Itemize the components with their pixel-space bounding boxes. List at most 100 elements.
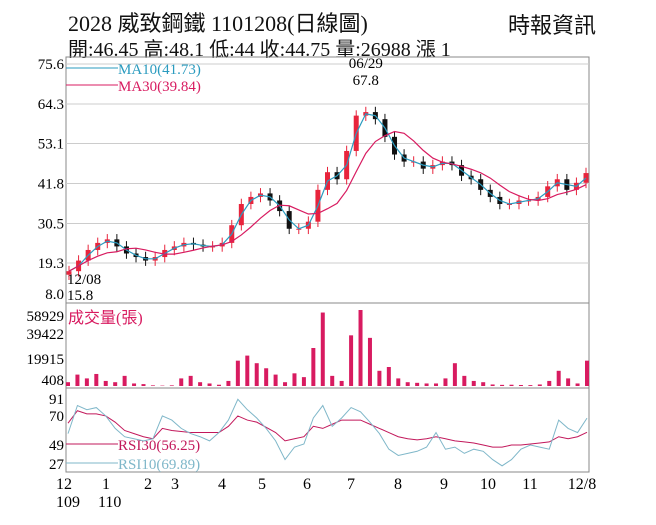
volume-tick-label: 19915 <box>27 352 65 368</box>
rsi-tick-label: 70 <box>49 409 64 425</box>
y-tick-label: 53.1 <box>38 137 64 153</box>
volume-bar <box>103 380 108 386</box>
volume-bar <box>377 370 382 386</box>
high-value: 67.8 <box>353 73 379 89</box>
volume-bar <box>434 383 439 386</box>
x-tick-label: 10 <box>480 476 496 493</box>
x-tick-label: 5 <box>258 476 266 493</box>
x-tick-label: 9 <box>440 476 448 493</box>
x-tick-label: 7 <box>347 476 355 493</box>
ma30-line <box>68 130 587 272</box>
x-tick-label: 11 <box>522 476 537 493</box>
y-tick-label: 8.0 <box>45 287 64 303</box>
volume-bar <box>358 310 363 386</box>
plot-frame <box>65 56 590 473</box>
x-tick-label: 1 <box>102 476 110 493</box>
volume-bar <box>556 370 561 386</box>
volume-bar <box>367 337 372 386</box>
low-value: 15.8 <box>67 288 93 304</box>
rsi-tick-label: 91 <box>49 392 64 408</box>
volume-bar <box>283 382 288 386</box>
y-tick-label: 30.5 <box>38 216 64 232</box>
volume-bar <box>405 382 410 386</box>
volume-bar <box>264 368 269 386</box>
legend-rsi10: RSI10(69.89) <box>118 457 200 473</box>
volume-bar <box>122 375 127 386</box>
volume-bar <box>226 380 231 386</box>
volume-bar <box>415 382 420 386</box>
volume-bar <box>311 348 316 386</box>
volume-bar <box>471 380 476 386</box>
volume-bar <box>254 363 259 386</box>
volume-bar <box>245 355 250 386</box>
volume-bar <box>481 382 486 386</box>
x-tick-label: 4 <box>218 476 226 493</box>
y-tick-label: 64.3 <box>38 97 64 113</box>
volume-bar <box>424 383 429 386</box>
volume-bar <box>585 360 589 386</box>
rsi-tick-label: 27 <box>49 457 65 473</box>
volume-bar <box>518 384 523 386</box>
x-tick-label: 12/8 <box>568 476 596 493</box>
x-tick-label: 12 <box>56 476 72 493</box>
high-date: 06/29 <box>349 56 383 72</box>
volume-bar <box>273 374 278 386</box>
volume-bar <box>66 382 70 386</box>
volume-bar <box>188 375 193 386</box>
x-tick-label: 3 <box>171 476 179 493</box>
volume-bar <box>150 385 155 386</box>
x-year-label: 110 <box>98 494 121 511</box>
y-tick-label: 75.6 <box>38 57 65 73</box>
volume-bar <box>216 384 221 386</box>
volume-bar <box>528 385 533 386</box>
volume-bar <box>443 378 448 386</box>
y-tick-label: 41.8 <box>38 177 64 193</box>
volume-bar <box>547 380 552 386</box>
volume-bar <box>84 378 89 386</box>
volume-bar <box>292 373 297 386</box>
volume-bar <box>452 363 457 386</box>
volume-bar <box>320 312 325 386</box>
volume-bar <box>132 383 137 386</box>
volume-tick-label: 39422 <box>27 327 65 343</box>
volume-bar <box>396 378 401 386</box>
x-tick-label: 6 <box>303 476 311 493</box>
volume-bar <box>566 378 571 386</box>
legend-ma10: MA10(41.73) <box>118 62 201 78</box>
source-label: 時報資訊 <box>508 13 597 38</box>
volume-bar <box>75 374 80 386</box>
volume-bar <box>509 384 514 386</box>
rsi10-line <box>67 398 588 467</box>
legend-ma30: MA30(39.84) <box>118 79 201 95</box>
candle-body <box>66 271 72 275</box>
volume-bar <box>330 375 335 386</box>
volume-bar <box>235 360 240 386</box>
legend-rsi30: RSI30(56.25) <box>118 438 200 454</box>
volume-tick-label: 58929 <box>27 309 65 325</box>
volume-bar <box>141 384 146 386</box>
low-date: 12/08 <box>67 272 101 288</box>
x-tick-label: 8 <box>394 476 402 493</box>
volume-bar <box>490 384 495 386</box>
volume-bar <box>179 378 184 386</box>
volume-bar <box>207 383 212 386</box>
volume-bar <box>575 383 580 386</box>
volume-bar <box>500 384 505 386</box>
volume-label: 成交量(張) <box>68 309 143 327</box>
x-tick-label: 2 <box>144 476 152 493</box>
volume-bar <box>113 382 118 386</box>
volume-bar <box>349 335 354 386</box>
volume-tick-label: 408 <box>42 373 65 389</box>
volume-bar <box>462 375 467 386</box>
rsi30-line <box>67 410 588 448</box>
chart-title: 2028 威致鋼鐵 1101208(日線圖) <box>68 11 368 36</box>
volume-bar <box>198 382 203 386</box>
x-year-label: 109 <box>56 494 80 511</box>
volume-bar <box>301 377 306 386</box>
volume-bar <box>386 367 391 386</box>
volume-bar <box>94 373 99 386</box>
volume-bar <box>339 380 344 386</box>
quote-summary: 開:46.45 高:48.1 低:44 收:44.75 量:26988 漲 1 <box>68 39 451 61</box>
